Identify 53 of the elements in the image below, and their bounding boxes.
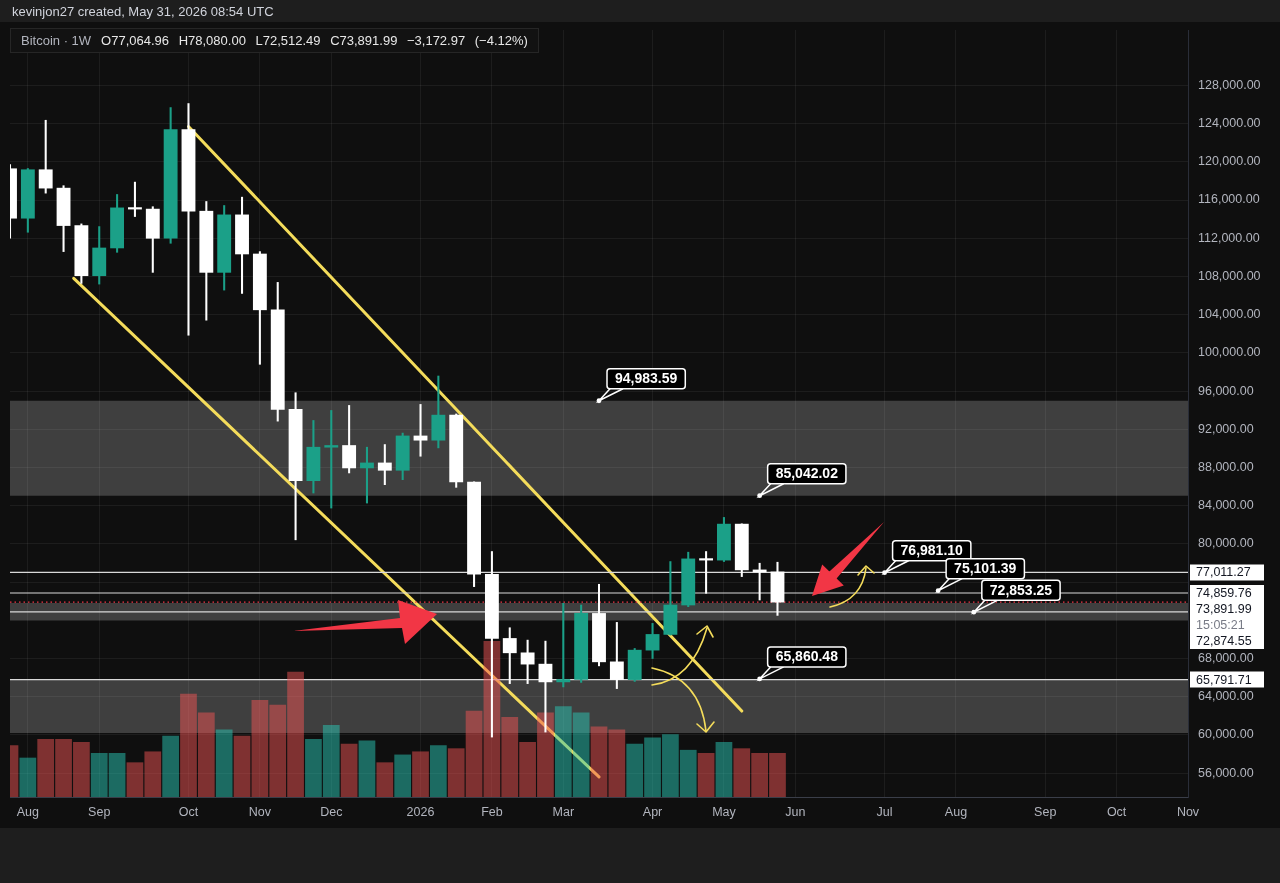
chart-subtitle: O77,064.96 H78,080.00 L72,512.49 C73,891.99 −3,172.97 (−4.12%): [101, 33, 528, 48]
x-tick-label: Oct: [178, 804, 199, 819]
x-tick-label: Dec: [320, 804, 343, 819]
x-tick-label: Feb: [481, 804, 503, 819]
ref-line-label: 74,859.76: [1196, 585, 1252, 600]
annotation: 75,101.39: [954, 560, 1017, 577]
candlestick: [556, 602, 571, 688]
candlestick: [413, 404, 428, 457]
y-tick-label: 120,000.00: [1198, 154, 1261, 169]
y-tick-label: 108,000.00: [1198, 268, 1261, 283]
x-tick-label: Nov: [248, 804, 272, 819]
ref-line-label: 72,874.55: [1196, 633, 1252, 648]
x-tick-label: Mar: [552, 804, 575, 819]
text: kevinjon27 created, May 31, 2026 08:54 UTC: [12, 4, 274, 19]
y-tick-label: 80,000.00: [1198, 536, 1254, 551]
x-tick-label: Apr: [642, 804, 663, 819]
annotation: 76,981.10: [900, 542, 964, 559]
ref-line-label: 77,011.27: [1196, 565, 1251, 580]
x-tick-label: Aug: [16, 804, 40, 819]
annotation: 85,042.02: [775, 465, 839, 482]
y-tick-label: 56,000.00: [1198, 765, 1254, 780]
x-tick-label: Jul: [876, 804, 893, 819]
annotation: 72,853.25: [989, 581, 1053, 598]
ref-line-label: 73,891.99 15:05:21: [1196, 601, 1252, 632]
candlestick: [324, 410, 339, 509]
candlestick: [128, 181, 142, 217]
y-tick-label: 60,000.00: [1198, 727, 1254, 742]
y-tick-label: 92,000.00: [1198, 421, 1254, 436]
y-tick-label: 68,000.00: [1198, 650, 1254, 665]
y-tick-label: 64,000.00: [1198, 689, 1254, 704]
y-tick-label: 100,000.00: [1198, 345, 1261, 360]
ref-line-label: 65,791.71: [1196, 672, 1252, 687]
x-tick-label: Sep: [88, 804, 111, 819]
chart-title: Bitcoin · 1W: [21, 33, 92, 48]
candlestick: [699, 551, 714, 594]
y-tick-label: 112,000.00: [1198, 230, 1260, 245]
y-tick-label: 84,000.00: [1198, 498, 1254, 513]
x-tick-label: Aug: [944, 804, 968, 819]
x-tick-label: Jun: [785, 804, 806, 819]
x-tick-label: May: [712, 804, 737, 819]
x-tick-label: Oct: [1106, 804, 1127, 819]
y-tick-label: 88,000.00: [1198, 459, 1254, 474]
y-tick-label: 124,000.00: [1198, 116, 1261, 131]
y-tick-label: 96,000.00: [1198, 383, 1254, 398]
x-tick-label: 2026: [406, 804, 435, 819]
y-tick-label: 116,000.00: [1198, 192, 1260, 207]
x-tick-label: Nov: [1176, 804, 1200, 819]
annotation: 94,983.59: [615, 370, 678, 387]
y-tick-label: 128,000.00: [1198, 77, 1261, 92]
y-tick-label: 104,000.00: [1198, 307, 1261, 322]
annotation: 65,860.48: [775, 648, 839, 665]
candlestick: [181, 103, 196, 336]
x-tick-label: Sep: [1034, 804, 1057, 819]
